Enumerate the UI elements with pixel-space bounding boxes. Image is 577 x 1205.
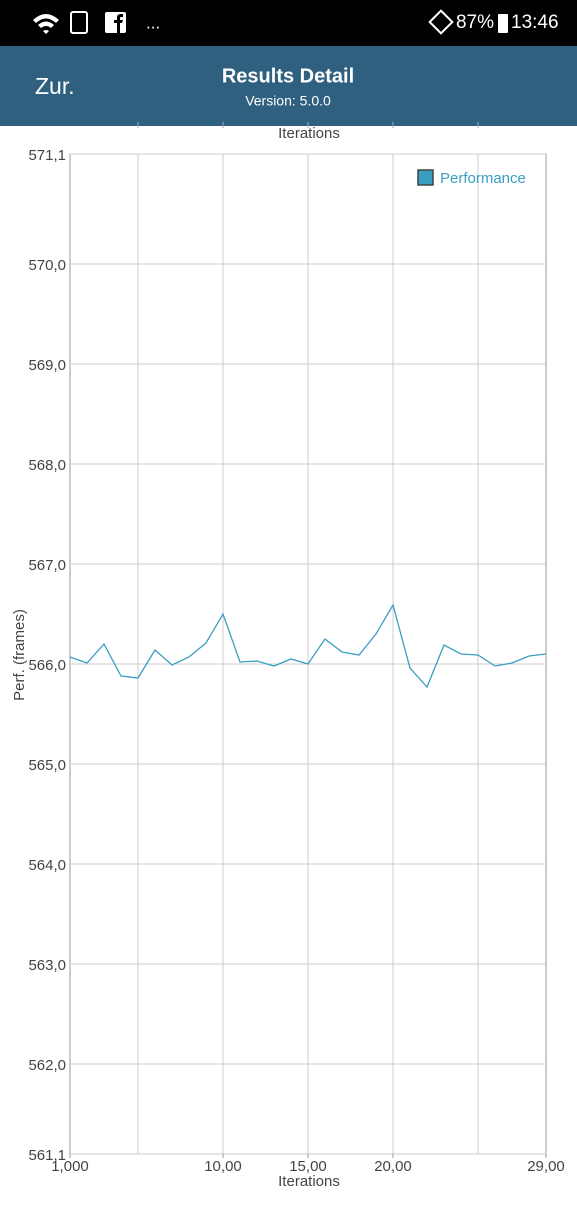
y-tick-label: 568,0 <box>28 457 66 474</box>
status-icons <box>33 9 508 35</box>
wifi-icon <box>33 14 59 34</box>
y-tick-label: 566,0 <box>28 657 66 674</box>
app-header <box>0 46 577 126</box>
y-tick-label: 561,1 <box>28 1147 66 1164</box>
data-line <box>69 603 547 689</box>
x-tick-label: 15,00 <box>289 1158 327 1175</box>
y-tick-label: 563,0 <box>28 957 66 974</box>
battery-icon <box>498 14 508 33</box>
y-tick-label: 562,0 <box>28 1057 66 1074</box>
x-tick-label: 20,00 <box>374 1158 412 1175</box>
y-tick-label: 565,0 <box>28 757 66 774</box>
y-tick-label: 571,1 <box>28 147 66 164</box>
clock: 13:46 <box>511 12 559 33</box>
y-tick-label: 570,0 <box>28 257 66 274</box>
x-tick-label: 1,000 <box>51 1158 89 1175</box>
top-axis-label: Iterations <box>278 125 340 142</box>
header-subtitle: Version: 5.0.0 <box>245 93 331 109</box>
sd-icon <box>70 11 88 34</box>
rotate-icon <box>428 9 454 35</box>
header-title: Results Detail <box>222 65 354 87</box>
facebook-f <box>114 14 123 33</box>
y-axis-label: Perf. (frames) <box>11 609 28 701</box>
x-tick-label: 29,00 <box>527 1158 565 1175</box>
y-tick-label: 567,0 <box>28 557 66 574</box>
back-button[interactable]: Zur. <box>35 73 75 99</box>
x-tick-label: 10,00 <box>204 1158 242 1175</box>
y-tick-label: 564,0 <box>28 857 66 874</box>
status-more: ... <box>146 13 160 32</box>
legend-label: Performance <box>440 170 526 187</box>
legend-swatch <box>417 169 434 186</box>
x-axis-label: Iterations <box>278 1173 340 1190</box>
battery-text: 87% <box>456 12 494 33</box>
y-tick-label: 569,0 <box>28 357 66 374</box>
status-bar <box>0 0 577 46</box>
